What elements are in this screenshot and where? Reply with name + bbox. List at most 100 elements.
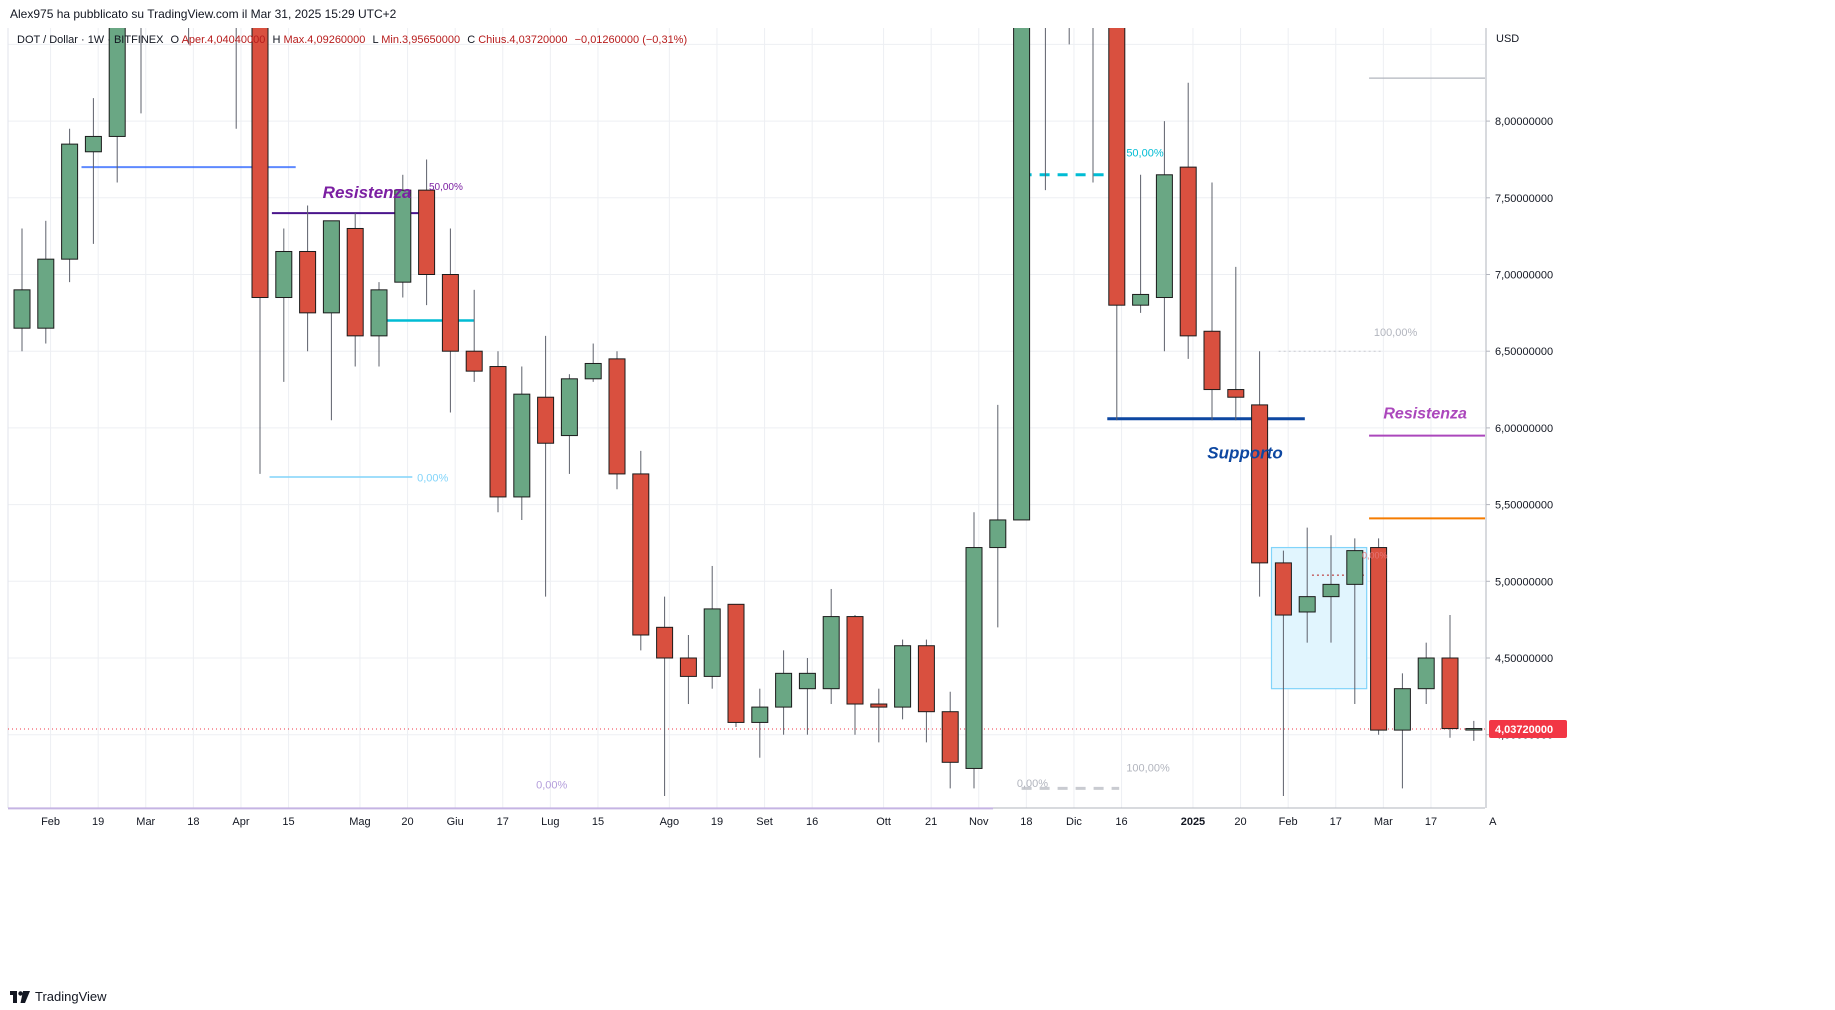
candle-body: [37, 258, 55, 329]
time-tick-label: Ago: [660, 816, 680, 828]
candle-up: [322, 220, 340, 421]
candle-up: [61, 128, 79, 283]
candle-up: [1393, 673, 1411, 789]
candle-body: [537, 396, 555, 444]
time-tick-label: Mar: [1374, 816, 1393, 828]
candle-down: [727, 603, 745, 728]
candle-down: [251, 28, 269, 474]
time-tick-label: 18: [187, 816, 199, 828]
price-tick-label: 5,50000000: [1495, 500, 1553, 512]
price-axis-bg: [1487, 28, 1835, 981]
fib-50-left-label: 50,00%: [429, 182, 463, 193]
candle-down: [1251, 351, 1269, 597]
candle-body: [870, 703, 888, 708]
high-value: Max.4,09260000: [283, 34, 366, 46]
price-tick-label: 4,50000000: [1495, 653, 1553, 665]
time-tick-label: Mar: [136, 816, 155, 828]
time-tick-label: Ott: [876, 816, 891, 828]
symbol-legend: DOT / Dollar · 1W · BITFINEX O Aper.4,04…: [17, 34, 687, 46]
candle-down: [846, 615, 864, 735]
close-value: Chius.4,03720000: [478, 34, 568, 46]
time-tick-label: Giu: [447, 816, 464, 828]
fib-small-label: 0,00%: [1362, 550, 1388, 560]
candle-up: [1132, 174, 1150, 313]
candle-up: [822, 588, 840, 705]
candle-down: [441, 228, 459, 413]
fib-100-far-label: 100,00%: [1374, 327, 1418, 339]
price-tick-label: 5,00000000: [1495, 576, 1553, 588]
low-label: L: [372, 34, 379, 46]
candle-body: [846, 616, 864, 705]
price-chart[interactable]: ResistenzaResistenzaSupportoResistenza38…: [0, 28, 1835, 981]
candle-body: [1465, 728, 1483, 731]
resistenza-label-mid: Resistenza: [323, 183, 412, 202]
time-tick-label: 17: [1425, 816, 1437, 828]
candle-body: [989, 519, 1007, 549]
candle-down: [1179, 82, 1197, 359]
price-axis[interactable]: USD4,000000004,500000005,000000005,50000…: [1486, 28, 1835, 981]
candle-down: [917, 639, 935, 743]
candle-up: [275, 228, 293, 382]
candle-body: [1274, 562, 1292, 616]
candle-down: [1441, 615, 1459, 738]
candle-up: [140, 28, 142, 114]
candle-body: [1155, 174, 1173, 299]
tradingview-icon: [10, 990, 30, 1003]
candle-body: [822, 616, 840, 690]
candle-up: [703, 565, 721, 689]
candle-body: [346, 227, 364, 337]
price-tick-label: 7,00000000: [1495, 270, 1553, 282]
candle-body: [299, 250, 317, 314]
price-tick-label: 6,00000000: [1495, 423, 1553, 435]
price-tick-label: 8,00000000: [1495, 116, 1553, 128]
candle-up: [1417, 642, 1435, 705]
candle-body: [917, 645, 935, 713]
candle-up: [13, 228, 31, 352]
candle-body: [1132, 293, 1150, 306]
time-tick-label: 21: [925, 816, 937, 828]
candle-body: [584, 362, 602, 380]
time-tick-label: Mag: [349, 816, 370, 828]
candle-up: [1044, 28, 1046, 191]
candle-body: [656, 626, 674, 659]
candle-down: [299, 205, 317, 352]
candle-body: [1013, 28, 1031, 521]
currency-label[interactable]: USD: [1496, 33, 1519, 45]
candle-body: [394, 189, 412, 283]
candle-body: [560, 378, 578, 437]
time-tick-label: 19: [92, 816, 104, 828]
candle-down: [1108, 28, 1126, 421]
time-tick-label: 17: [497, 816, 509, 828]
time-tick-label: Feb: [1279, 816, 1298, 828]
candle-up: [1465, 720, 1483, 741]
time-tick-label: 20: [401, 816, 413, 828]
last-price-tag: [1489, 719, 1567, 738]
last-price-label: 4,03720000: [1495, 724, 1553, 736]
candle-down: [489, 351, 507, 513]
chart-annotations: ResistenzaResistenzaSupportoResistenza38…: [323, 147, 1467, 791]
tradingview-logo[interactable]: TradingView: [10, 989, 107, 1004]
candle-body: [941, 711, 959, 763]
time-tick-label: Set: [756, 816, 773, 828]
time-tick-label: 16: [1115, 816, 1127, 828]
symbol-title[interactable]: DOT / Dollar · 1W · BITFINEX: [17, 34, 164, 46]
resistenza-label-right: Resistenza: [1383, 406, 1467, 423]
fib-0-left-label: 0,00%: [417, 473, 448, 485]
candle-up: [1322, 535, 1340, 643]
candle-body: [1203, 330, 1221, 391]
candle-body: [798, 672, 816, 690]
candle-body: [275, 250, 293, 299]
time-tick-label: 16: [806, 816, 818, 828]
candle-up: [965, 512, 983, 789]
candle-body: [632, 473, 650, 636]
high-label: H: [272, 34, 281, 46]
time-tick-label: Feb: [41, 816, 60, 828]
candle-body: [370, 289, 388, 337]
candle-down: [1370, 538, 1388, 735]
candle-up: [370, 282, 388, 367]
candle-up: [108, 28, 126, 183]
fib-0-bottom-label: 0,00%: [536, 779, 567, 791]
price-tick-label: 6,50000000: [1495, 346, 1553, 358]
candle-down: [632, 450, 650, 651]
time-axis[interactable]: Feb 19 Mar 18 Apr 15 Mag 20 Giu 17 Lug 15 Ago 19 Set 16…: [41, 816, 1497, 828]
